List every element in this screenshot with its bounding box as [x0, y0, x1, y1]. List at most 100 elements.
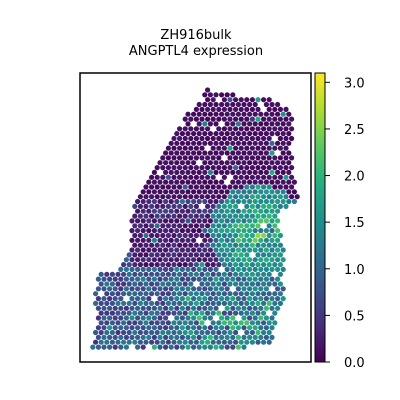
expression-spot	[244, 184, 250, 190]
expression-spot	[275, 121, 281, 127]
expression-spot	[196, 121, 202, 127]
expression-spot	[258, 286, 264, 292]
expression-spot	[221, 262, 227, 268]
expression-spot	[210, 339, 216, 345]
expression-spot	[135, 276, 141, 282]
expression-spot	[196, 325, 202, 331]
expression-spot	[213, 101, 219, 108]
expression-spot	[126, 339, 132, 345]
expression-spot	[233, 310, 239, 316]
expression-spot	[249, 271, 255, 277]
expression-spot	[193, 203, 199, 209]
expression-spot	[224, 131, 230, 137]
expression-spot	[146, 334, 152, 340]
expression-spot	[196, 247, 202, 253]
expression-spot	[196, 169, 202, 175]
expression-spot	[163, 266, 169, 272]
expression-spot	[140, 296, 146, 302]
expression-spot	[255, 300, 261, 306]
expression-spot	[241, 266, 247, 272]
expression-spot	[263, 179, 269, 185]
expression-spot	[286, 179, 292, 185]
expression-spot	[137, 223, 143, 229]
expression-spot	[210, 329, 216, 336]
expression-spot	[216, 145, 222, 151]
expression-spot	[112, 296, 118, 302]
expression-spot	[98, 320, 104, 326]
expression-spot	[168, 218, 174, 224]
expression-spot	[241, 237, 247, 243]
expression-spot	[221, 213, 227, 219]
expression-spot	[219, 92, 225, 98]
expression-spot	[151, 276, 157, 282]
expression-spot	[107, 344, 113, 350]
expression-spot	[174, 179, 180, 185]
expression-spot	[140, 315, 146, 321]
expression-spot	[132, 291, 138, 297]
expression-spot	[227, 194, 233, 200]
expression-spot	[143, 262, 149, 268]
expression-spot	[230, 111, 236, 117]
expression-spot	[233, 213, 239, 219]
expression-spot	[252, 228, 258, 234]
expression-spot	[213, 286, 219, 292]
expression-spot	[235, 121, 241, 127]
expression-spot	[280, 266, 286, 272]
expression-spot	[272, 194, 278, 200]
expression-spot	[258, 276, 264, 282]
expression-spot	[258, 198, 264, 205]
expression-spot	[207, 198, 213, 205]
expression-spot	[185, 286, 191, 292]
chart-title-line2: ANGPTL4 expression	[129, 44, 263, 59]
expression-spot	[213, 334, 219, 340]
expression-spot	[255, 145, 261, 151]
expression-spot	[210, 310, 216, 316]
expression-spot	[213, 276, 219, 282]
expression-spot	[230, 169, 236, 175]
expression-spot	[227, 213, 233, 219]
expression-spot	[168, 334, 174, 340]
expression-spot	[213, 257, 219, 263]
expression-spot	[219, 198, 225, 205]
expression-spot	[286, 160, 292, 166]
expression-spot	[216, 339, 222, 345]
expression-spot	[266, 126, 272, 132]
expression-spot	[154, 262, 160, 268]
expression-spot	[157, 334, 163, 340]
expression-spot	[216, 281, 222, 287]
expression-spot	[168, 208, 174, 214]
expression-spot	[174, 208, 180, 214]
expression-spot	[146, 179, 152, 185]
expression-spot	[244, 329, 250, 336]
expression-spot	[174, 228, 180, 234]
expression-spot	[157, 315, 163, 321]
expression-spot	[241, 198, 247, 205]
expression-spot	[179, 140, 185, 146]
expression-spot	[171, 320, 177, 326]
expression-spot	[258, 315, 264, 321]
expression-spot	[241, 208, 247, 214]
expression-spot	[202, 208, 208, 214]
expression-spot	[109, 310, 115, 316]
expression-spot	[247, 266, 253, 272]
expression-spot	[230, 140, 236, 146]
expression-spot	[171, 203, 177, 209]
expression-spot	[168, 179, 174, 185]
expression-spot	[137, 329, 143, 336]
expression-spot	[247, 286, 253, 292]
expression-spot	[151, 218, 157, 224]
expression-spot	[115, 339, 121, 345]
expression-spot	[221, 97, 227, 103]
expression-spot	[157, 189, 163, 195]
expression-spot	[263, 198, 269, 205]
expression-spot	[123, 305, 129, 311]
expression-spot	[244, 339, 250, 345]
expression-spot	[233, 223, 239, 229]
expression-spot	[160, 174, 166, 180]
expression-spot	[261, 184, 267, 190]
expression-spot	[202, 305, 208, 311]
expression-spot	[221, 300, 227, 306]
expression-spot	[272, 232, 278, 239]
expression-spot	[241, 305, 247, 311]
